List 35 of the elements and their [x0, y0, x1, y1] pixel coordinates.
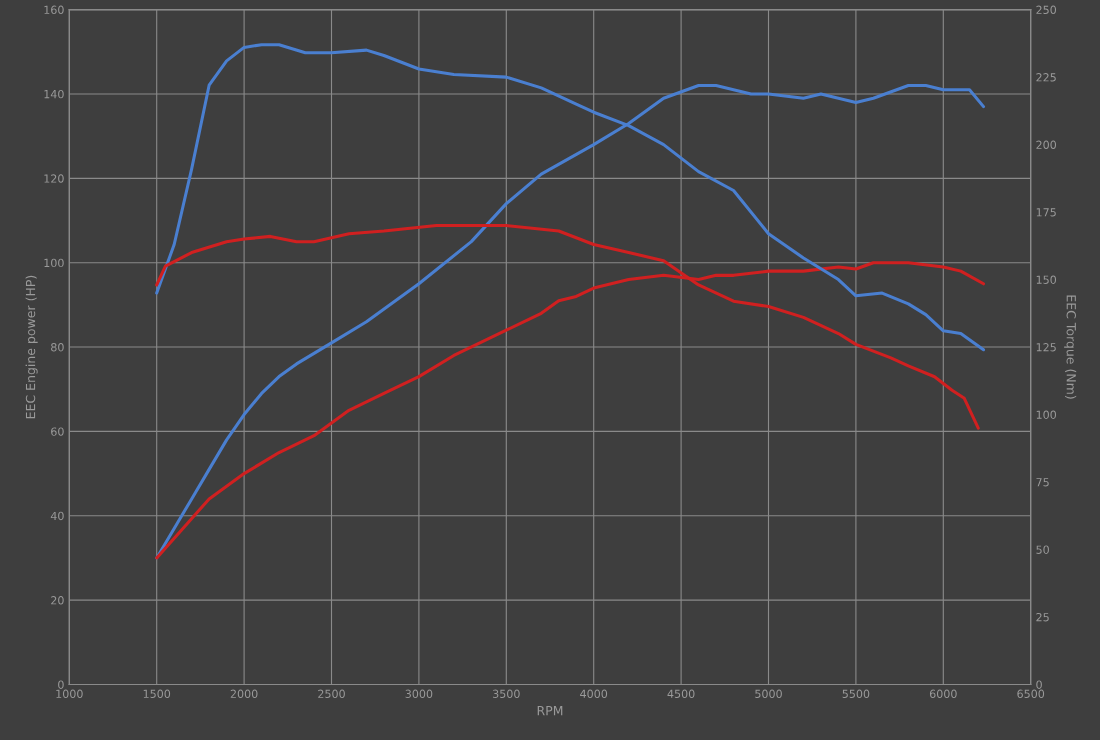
x-tick-label: 6000 [929, 689, 957, 698]
y-tick-label: 80 [51, 343, 64, 352]
y2-tick-label: 25 [1036, 612, 1049, 622]
y2-tick-label: 0 [1036, 680, 1042, 689]
y2-tick-label: 100 [1036, 410, 1057, 419]
x-tick-label: 2000 [230, 689, 258, 698]
y2-tick-label: 125 [1036, 343, 1056, 352]
y2-tick-label: 250 [1036, 5, 1057, 14]
x-tick-label: 1000 [56, 689, 83, 698]
y2-tick-label: 50 [1036, 545, 1049, 554]
x-tick-label: 3000 [405, 689, 433, 698]
x-tick-label: 3500 [493, 689, 520, 698]
y2-tick-label: 150 [1036, 275, 1057, 284]
y-tick-label: 100 [44, 258, 64, 268]
x-tick-label: 6500 [1017, 689, 1045, 698]
y-tick-label: 160 [44, 5, 64, 14]
y2-axis-title: EEC Torque (Nm) [1064, 295, 1077, 399]
y-tick-label: 140 [44, 89, 64, 99]
y2-tick-label: 175 [1036, 208, 1056, 217]
x-tick-label: 4500 [667, 689, 695, 698]
y-tick-label: 0 [58, 680, 64, 689]
x-tick-label: 4000 [580, 689, 608, 698]
x-tick-label: 1500 [143, 689, 171, 698]
y-tick-label: 120 [44, 174, 64, 183]
y-tick-label: 60 [51, 427, 64, 436]
y-tick-label: 20 [51, 596, 64, 605]
x-tick-label: 5500 [842, 689, 870, 698]
y-tick-label: 40 [50, 511, 64, 521]
y-axis-title: EEC Engine power (HP) [25, 275, 38, 419]
x-tick-label: 5000 [755, 689, 782, 698]
y2-tick-label: 75 [1036, 478, 1049, 487]
y2-tick-label: 200 [1036, 140, 1057, 149]
y2-tick-label: 225 [1036, 73, 1056, 82]
x-axis-title: RPM [537, 706, 563, 716]
x-tick-label: 2500 [318, 689, 345, 698]
